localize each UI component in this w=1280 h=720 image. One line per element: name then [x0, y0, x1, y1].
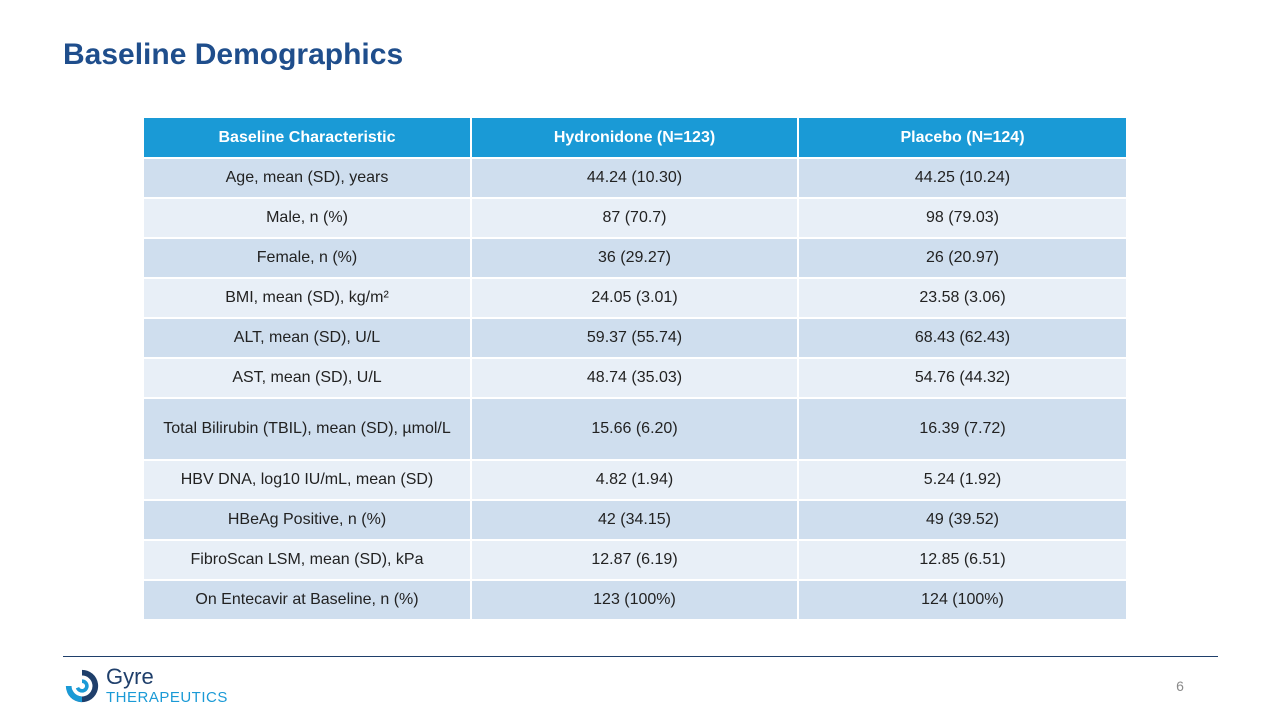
- table-row: HBeAg Positive, n (%) 42 (34.15) 49 (39.…: [144, 500, 1126, 541]
- slide-title: Baseline Demographics: [63, 38, 404, 71]
- cell-characteristic: On Entecavir at Baseline, n (%): [144, 580, 472, 621]
- cell-hydronidone: 59.37 (55.74): [471, 318, 799, 359]
- cell-placebo: 5.24 (1.92): [798, 460, 1126, 501]
- cell-placebo: 54.76 (44.32): [798, 358, 1126, 399]
- cell-hydronidone: 42 (34.15): [471, 500, 799, 541]
- logo-name: Gyre: [106, 664, 154, 689]
- column-header-hydronidone: Hydronidone (N=123): [471, 118, 799, 159]
- table-row: BMI, mean (SD), kg/m² 24.05 (3.01) 23.58…: [144, 278, 1126, 319]
- cell-hydronidone: 36 (29.27): [471, 238, 799, 279]
- table-row: HBV DNA, log10 IU/mL, mean (SD) 4.82 (1.…: [144, 460, 1126, 501]
- page-number: 6: [1176, 678, 1184, 694]
- cell-characteristic: HBeAg Positive, n (%): [144, 500, 472, 541]
- cell-characteristic: BMI, mean (SD), kg/m²: [144, 278, 472, 319]
- company-logo: Gyre THERAPEUTICS: [63, 666, 228, 705]
- cell-placebo: 98 (79.03): [798, 198, 1126, 239]
- cell-placebo: 68.43 (62.43): [798, 318, 1126, 359]
- baseline-demographics-table: Baseline Characteristic Hydronidone (N=1…: [144, 118, 1126, 621]
- table-row: Age, mean (SD), years 44.24 (10.30) 44.2…: [144, 158, 1126, 199]
- table-row: Male, n (%) 87 (70.7) 98 (79.03): [144, 198, 1126, 239]
- cell-hydronidone: 12.87 (6.19): [471, 540, 799, 581]
- cell-placebo: 16.39 (7.72): [798, 398, 1126, 461]
- cell-placebo: 12.85 (6.51): [798, 540, 1126, 581]
- table-row: Female, n (%) 36 (29.27) 26 (20.97): [144, 238, 1126, 279]
- cell-characteristic: ALT, mean (SD), U/L: [144, 318, 472, 359]
- cell-hydronidone: 15.66 (6.20): [471, 398, 799, 461]
- table-row: On Entecavir at Baseline, n (%) 123 (100…: [144, 580, 1126, 621]
- cell-placebo: 44.25 (10.24): [798, 158, 1126, 199]
- cell-placebo: 23.58 (3.06): [798, 278, 1126, 319]
- cell-hydronidone: 44.24 (10.30): [471, 158, 799, 199]
- cell-characteristic: Total Bilirubin (TBIL), mean (SD), µmol/…: [144, 398, 472, 461]
- gyre-swirl-icon: [65, 669, 99, 702]
- cell-characteristic: Age, mean (SD), years: [144, 158, 472, 199]
- column-header-placebo: Placebo (N=124): [798, 118, 1126, 159]
- table-row: Total Bilirubin (TBIL), mean (SD), µmol/…: [144, 398, 1126, 461]
- logo-subtitle: THERAPEUTICS: [106, 689, 228, 706]
- table-row: ALT, mean (SD), U/L 59.37 (55.74) 68.43 …: [144, 318, 1126, 359]
- cell-characteristic: FibroScan LSM, mean (SD), kPa: [144, 540, 472, 581]
- cell-characteristic: Male, n (%): [144, 198, 472, 239]
- table-row: AST, mean (SD), U/L 48.74 (35.03) 54.76 …: [144, 358, 1126, 399]
- cell-placebo: 49 (39.52): [798, 500, 1126, 541]
- cell-hydronidone: 4.82 (1.94): [471, 460, 799, 501]
- cell-placebo: 124 (100%): [798, 580, 1126, 621]
- cell-placebo: 26 (20.97): [798, 238, 1126, 279]
- footer-divider: [63, 656, 1218, 657]
- table-header-row: Baseline Characteristic Hydronidone (N=1…: [144, 118, 1126, 159]
- cell-characteristic: AST, mean (SD), U/L: [144, 358, 472, 399]
- cell-characteristic: HBV DNA, log10 IU/mL, mean (SD): [144, 460, 472, 501]
- cell-hydronidone: 24.05 (3.01): [471, 278, 799, 319]
- cell-hydronidone: 123 (100%): [471, 580, 799, 621]
- table-row: FibroScan LSM, mean (SD), kPa 12.87 (6.1…: [144, 540, 1126, 581]
- cell-hydronidone: 87 (70.7): [471, 198, 799, 239]
- column-header-characteristic: Baseline Characteristic: [144, 118, 472, 159]
- cell-characteristic: Female, n (%): [144, 238, 472, 279]
- cell-hydronidone: 48.74 (35.03): [471, 358, 799, 399]
